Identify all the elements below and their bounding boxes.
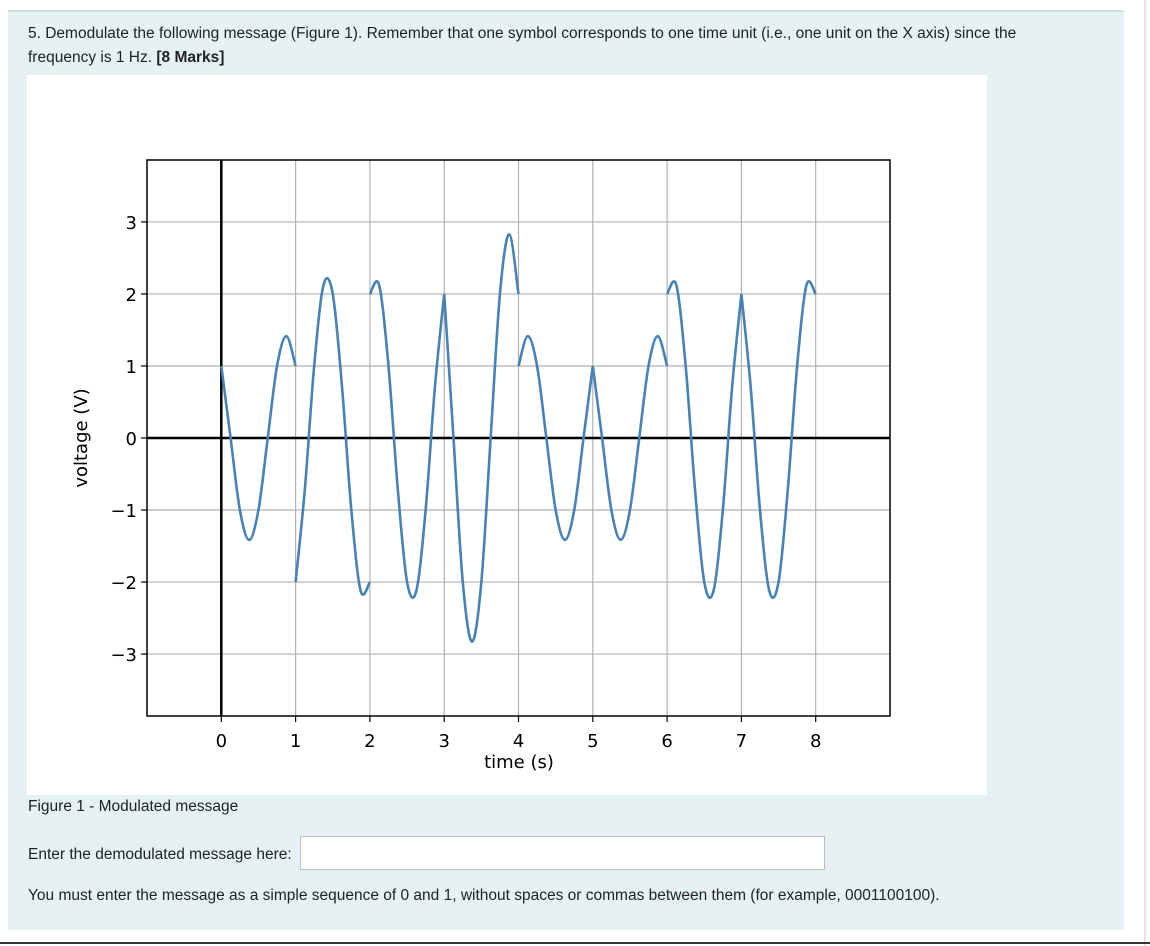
question-text: 5. Demodulate the following message (Fig… — [28, 22, 1068, 70]
question-marks: [8 Marks] — [156, 49, 225, 66]
signal-line — [220, 233, 817, 643]
x-tick-label: 6 — [661, 731, 672, 752]
question-body: 5. Demodulate the following message (Fig… — [28, 25, 1017, 66]
chart: time (s) voltage (V) 0 1 2 3 4 5 6 7 8 −3 −2 −1 0 1 2 3 — [71, 159, 891, 773]
instruction-note: You must enter the message as a simple s… — [28, 887, 940, 904]
x-tick-label: 5 — [587, 731, 598, 752]
x-tick-label: 4 — [513, 731, 524, 752]
x-tick-label: 8 — [810, 731, 821, 752]
scrollbar-edge — [1144, 0, 1146, 946]
figure: time (s) voltage (V) 0 1 2 3 4 5 6 7 8 −3 −2 −1 0 1 2 3 — [27, 75, 987, 795]
y-axis-label: voltage (V) — [71, 388, 92, 487]
x-tick-label: 7 — [736, 731, 747, 752]
x-axis-label: time (s) — [484, 752, 554, 773]
y-tick-label: −3 — [110, 645, 137, 666]
x-tick-label: 0 — [216, 731, 227, 752]
answer-input[interactable] — [300, 836, 825, 870]
question-panel: 5. Demodulate the following message (Fig… — [8, 10, 1124, 930]
plot-frame — [146, 159, 891, 717]
answer-label: Enter the demodulated message here: — [28, 846, 292, 863]
x-tick-label: 3 — [438, 731, 449, 752]
y-tick-label: 0 — [126, 429, 137, 450]
bottom-border — [0, 942, 1150, 944]
y-tick-label: −2 — [110, 573, 137, 594]
x-tick-label: 2 — [364, 731, 375, 752]
y-tick-label: 3 — [126, 213, 137, 234]
x-tick-label: 1 — [290, 731, 301, 752]
y-tick-label: 2 — [126, 285, 137, 306]
figure-caption: Figure 1 - Modulated message — [28, 798, 239, 815]
y-tick-label: −1 — [110, 501, 137, 522]
y-tick-label: 1 — [126, 357, 137, 378]
